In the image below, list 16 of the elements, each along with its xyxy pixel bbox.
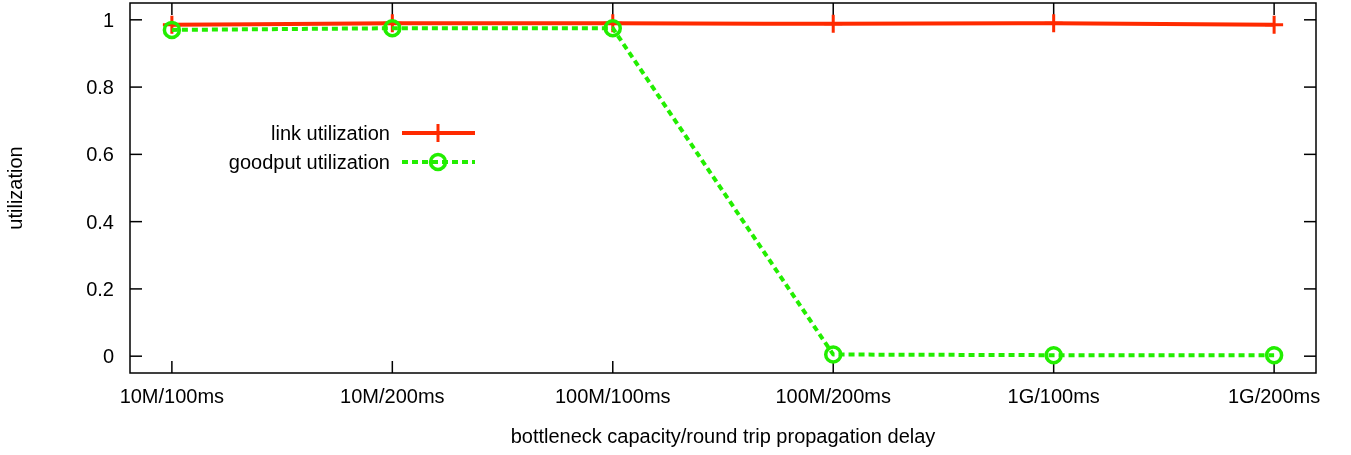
- y-tick-label: 0.6: [86, 143, 114, 166]
- y-tick-label: 0.4: [86, 210, 114, 233]
- y-tick-label: 1: [102, 8, 114, 31]
- y-tick-label: 0: [102, 345, 114, 368]
- x-axis-title: bottleneck capacity/round trip propagation delay: [510, 425, 936, 447]
- x-tick-label: 10M/100ms: [119, 385, 225, 407]
- y-axis-title: utilization: [4, 146, 26, 230]
- x-tick-label: 10M/200ms: [340, 385, 445, 407]
- x-tick-label: 100M/100ms: [554, 385, 671, 407]
- x-tick-label: 1G/100ms: [1007, 385, 1100, 407]
- x-tick-label: 1G/200ms: [1227, 385, 1321, 407]
- legend-label: goodput utilization: [228, 151, 390, 173]
- y-tick-label: 0.8: [86, 76, 114, 99]
- x-tick-label: 100M/200ms: [775, 385, 892, 407]
- y-tick-label: 0.2: [86, 277, 114, 300]
- legend-label: link utilization: [271, 122, 390, 144]
